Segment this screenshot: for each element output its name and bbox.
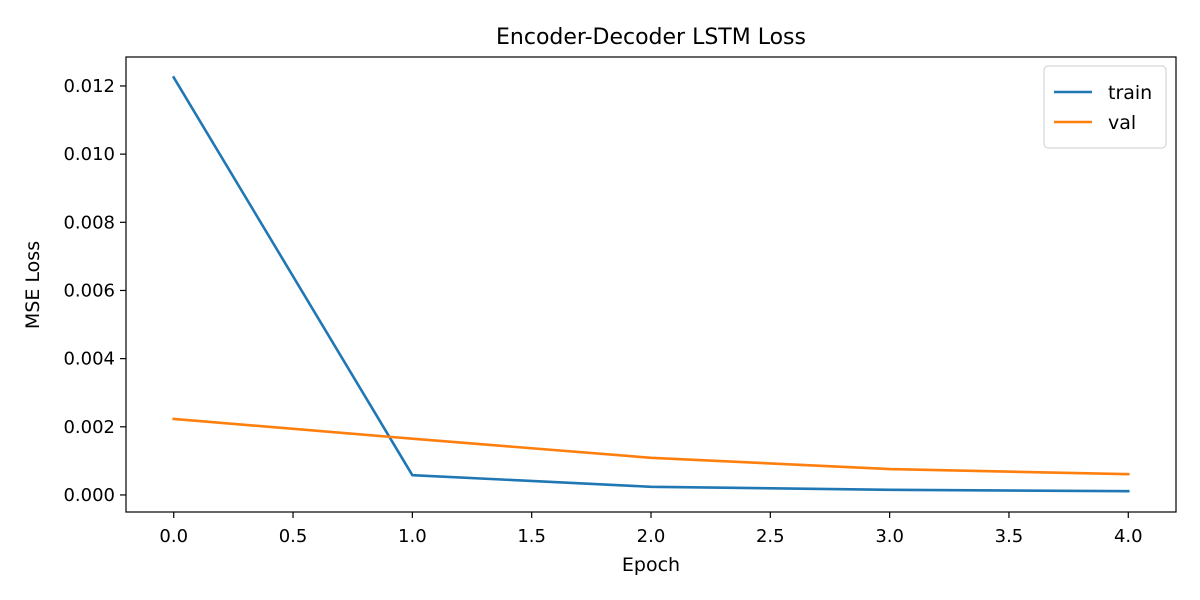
legend: train val — [1043, 65, 1167, 149]
x-axis-ticks: 0.0 0.5 1.0 1.5 2.0 2.5 3.0 3.5 4.0 — [159, 512, 1143, 547]
x-tick-label: 2.5 — [756, 526, 785, 547]
legend-label-train: train — [1108, 82, 1152, 104]
y-tick-label: 0.004 — [63, 349, 115, 370]
y-axis-label: MSE Loss — [22, 241, 44, 329]
x-axis-label: Epoch — [622, 554, 680, 576]
legend-box — [1043, 65, 1167, 149]
y-tick-label: 0.012 — [63, 76, 115, 97]
x-tick-label: 2.0 — [637, 526, 666, 547]
x-tick-label: 4.0 — [1114, 526, 1143, 547]
x-tick-label: 3.5 — [995, 526, 1024, 547]
y-tick-label: 0.000 — [63, 485, 115, 506]
series-line-val — [172, 417, 1130, 476]
y-tick-label: 0.006 — [63, 280, 115, 301]
y-tick-label: 0.002 — [63, 417, 115, 438]
chart-title: Encoder-Decoder LSTM Loss — [496, 25, 806, 50]
x-tick-label: 1.0 — [398, 526, 427, 547]
x-tick-label: 3.0 — [875, 526, 904, 547]
x-tick-label: 0.0 — [159, 526, 188, 547]
y-axis-ticks: 0.000 0.002 0.004 0.006 0.008 0.010 0.012 — [63, 76, 126, 506]
series-line-train — [171, 75, 1130, 493]
axes-frame — [125, 56, 1177, 513]
x-tick-label: 0.5 — [279, 526, 308, 547]
y-tick-label: 0.008 — [63, 212, 115, 233]
y-tick-label: 0.010 — [63, 144, 115, 165]
x-tick-label: 1.5 — [517, 526, 546, 547]
legend-label-val: val — [1108, 112, 1136, 134]
plot-area — [171, 75, 1130, 493]
